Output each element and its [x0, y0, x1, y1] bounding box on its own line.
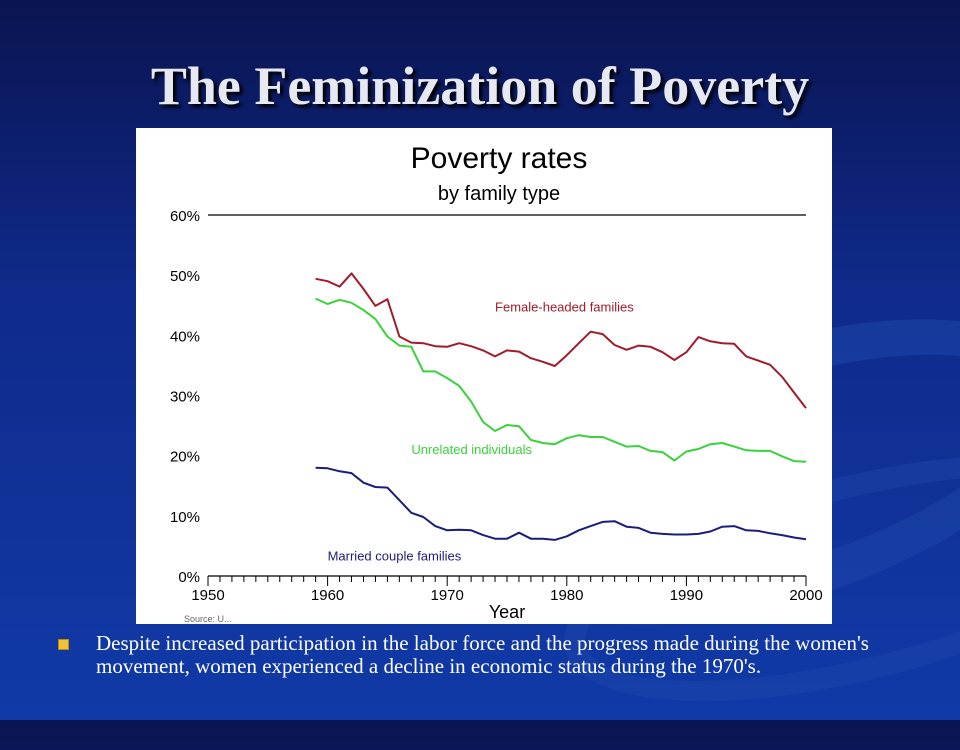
- series-line-0: [315, 272, 807, 409]
- bullet-square-icon: [58, 639, 69, 650]
- y-tick-label: 40%: [170, 328, 200, 345]
- chart-subtitle: by family type: [438, 183, 560, 205]
- source-note: Source: U...: [184, 614, 232, 624]
- y-tick-label: 50%: [170, 268, 200, 285]
- bullet-item: Despite increased participation in the l…: [58, 632, 878, 678]
- y-tick-label: 10%: [170, 509, 200, 526]
- poverty-rates-chart: Poverty rates by family type 0% 10% 20% 30%…: [170, 142, 823, 624]
- series-labels: Female-headed families Unrelated individu…: [328, 299, 635, 563]
- y-tick-label: 30%: [170, 389, 200, 406]
- y-axis: 0% 10% 20% 30% 40% 50% 60%: [170, 208, 806, 586]
- series-label-2: Married couple families: [328, 548, 462, 563]
- x-tick-label: 1950: [191, 587, 224, 604]
- bullet-text: Despite increased participation in the l…: [96, 631, 869, 678]
- chart-title: Poverty rates: [411, 142, 588, 175]
- x-tick-label: 1970: [431, 587, 464, 604]
- y-tick-label: 0%: [178, 569, 200, 586]
- y-tick-label: 20%: [170, 449, 200, 466]
- series-lines: [315, 272, 807, 541]
- x-axis-label: Year: [489, 602, 525, 622]
- x-tick-label: 2000: [789, 587, 822, 604]
- series-line-2: [315, 466, 807, 541]
- slide-title: The Feminization of Poverty: [150, 56, 810, 116]
- series-line-1: [315, 297, 807, 463]
- x-tick-label: 1960: [311, 587, 344, 604]
- series-label-0: Female-headed families: [495, 299, 634, 314]
- chart-panel: Poverty rates by family type 0% 10% 20% 30%…: [136, 128, 832, 624]
- series-label-1: Unrelated individuals: [411, 442, 532, 457]
- y-tick-label: 60%: [170, 208, 200, 225]
- x-tick-label: 1980: [550, 587, 583, 604]
- x-axis: 1950 1960 1970 1980 1990 2000: [191, 575, 823, 604]
- x-tick-label: 1990: [670, 587, 703, 604]
